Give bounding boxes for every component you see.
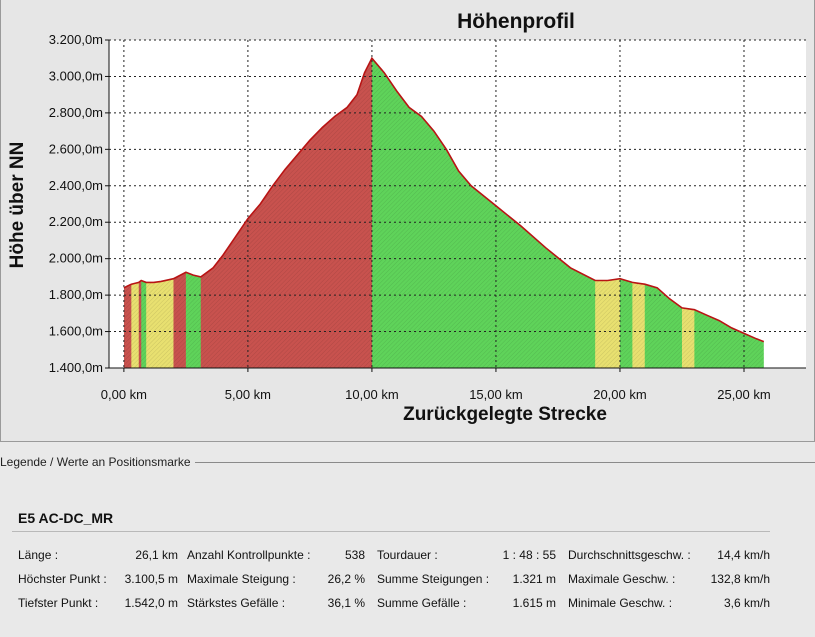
stats-row: Höchster Punkt : 3.100,5 m Maximale Stei…: [0, 572, 815, 590]
y-tick-label: 2.600,0m: [49, 141, 103, 156]
stats-row: Länge : 26,1 km Anzahl Kontrollpunkte : …: [0, 548, 815, 566]
y-tick-label: 3.000,0m: [49, 68, 103, 83]
y-tick-label: 1.600,0m: [49, 324, 103, 339]
stat-value: 132,8 km/h: [710, 572, 770, 586]
stat-label: Minimale Geschw. :: [568, 596, 673, 610]
stat-label: Maximale Geschw. :: [568, 572, 676, 586]
stats-row: Tiefster Punkt : 1.542,0 m Stärkstes Gef…: [0, 596, 815, 614]
y-tick-label: 2.000,0m: [49, 251, 103, 266]
stat-label: Maximale Steigung :: [187, 572, 296, 586]
stat-value: 1.615 m: [512, 596, 556, 610]
stat-label: Anzahl Kontrollpunkte :: [187, 548, 311, 562]
chart-title: Höhenprofil: [457, 10, 575, 33]
x-tick-label: 5,00 km: [225, 387, 271, 402]
x-tick-label: 20,00 km: [593, 387, 646, 402]
y-axis-label: Höhe über NN: [7, 142, 28, 269]
stat-value: 14,4 km/h: [717, 548, 770, 562]
elevation-line: [123, 56, 765, 343]
y-tick-label: 2.400,0m: [49, 178, 103, 193]
y-tick-label: 1.800,0m: [49, 287, 103, 302]
x-axis-label: Zurückgelegte Strecke: [403, 404, 607, 425]
stat-label: Stärkstes Gefälle :: [187, 596, 286, 610]
legend-separator: [0, 462, 815, 463]
stat-label: Tiefster Punkt :: [18, 596, 99, 610]
x-tick-label: 25,00 km: [717, 387, 770, 402]
stat-label: Länge :: [18, 548, 59, 562]
stat-label: Höchster Punkt :: [18, 572, 107, 586]
stat-value: 26,1 km: [135, 548, 178, 562]
chart-panel: Höhenprofil Höhe über NN Zurückgelegte S…: [0, 0, 815, 442]
stat-label: Tourdauer :: [377, 548, 438, 562]
elevation-chart: Höhenprofil Höhe über NN Zurückgelegte S…: [7, 10, 806, 425]
stat-value: 1.542,0 m: [124, 596, 178, 610]
stat-value: 538: [344, 548, 365, 562]
x-tick-label: 10,00 km: [345, 387, 398, 402]
route-name: E5 AC-DC_MR: [18, 510, 114, 526]
stat-label: Summe Gefälle :: [377, 596, 467, 610]
x-tick-label: 15,00 km: [469, 387, 522, 402]
stat-value: 1.321 m: [512, 572, 556, 586]
y-tick-label: 1.400,0m: [49, 360, 103, 375]
stat-value: 36,1 %: [327, 596, 365, 610]
stat-value: 26,2 %: [327, 572, 365, 586]
x-tick-label: 0,00 km: [101, 387, 147, 402]
stat-label: Summe Steigungen :: [377, 572, 490, 586]
y-tick-label: 2.800,0m: [49, 105, 103, 120]
route-divider: [12, 531, 770, 532]
y-tick-label: 2.200,0m: [49, 214, 103, 229]
stat-value: 3.100,5 m: [124, 572, 178, 586]
y-tick-label: 3.200,0m: [49, 32, 103, 47]
stat-label: Durchschnittsgeschw. :: [568, 548, 691, 562]
legend-title: Legende / Werte an Positionsmarke: [0, 455, 195, 469]
stat-value: 1 : 48 : 55: [502, 548, 556, 562]
stat-value: 3,6 km/h: [723, 596, 770, 610]
